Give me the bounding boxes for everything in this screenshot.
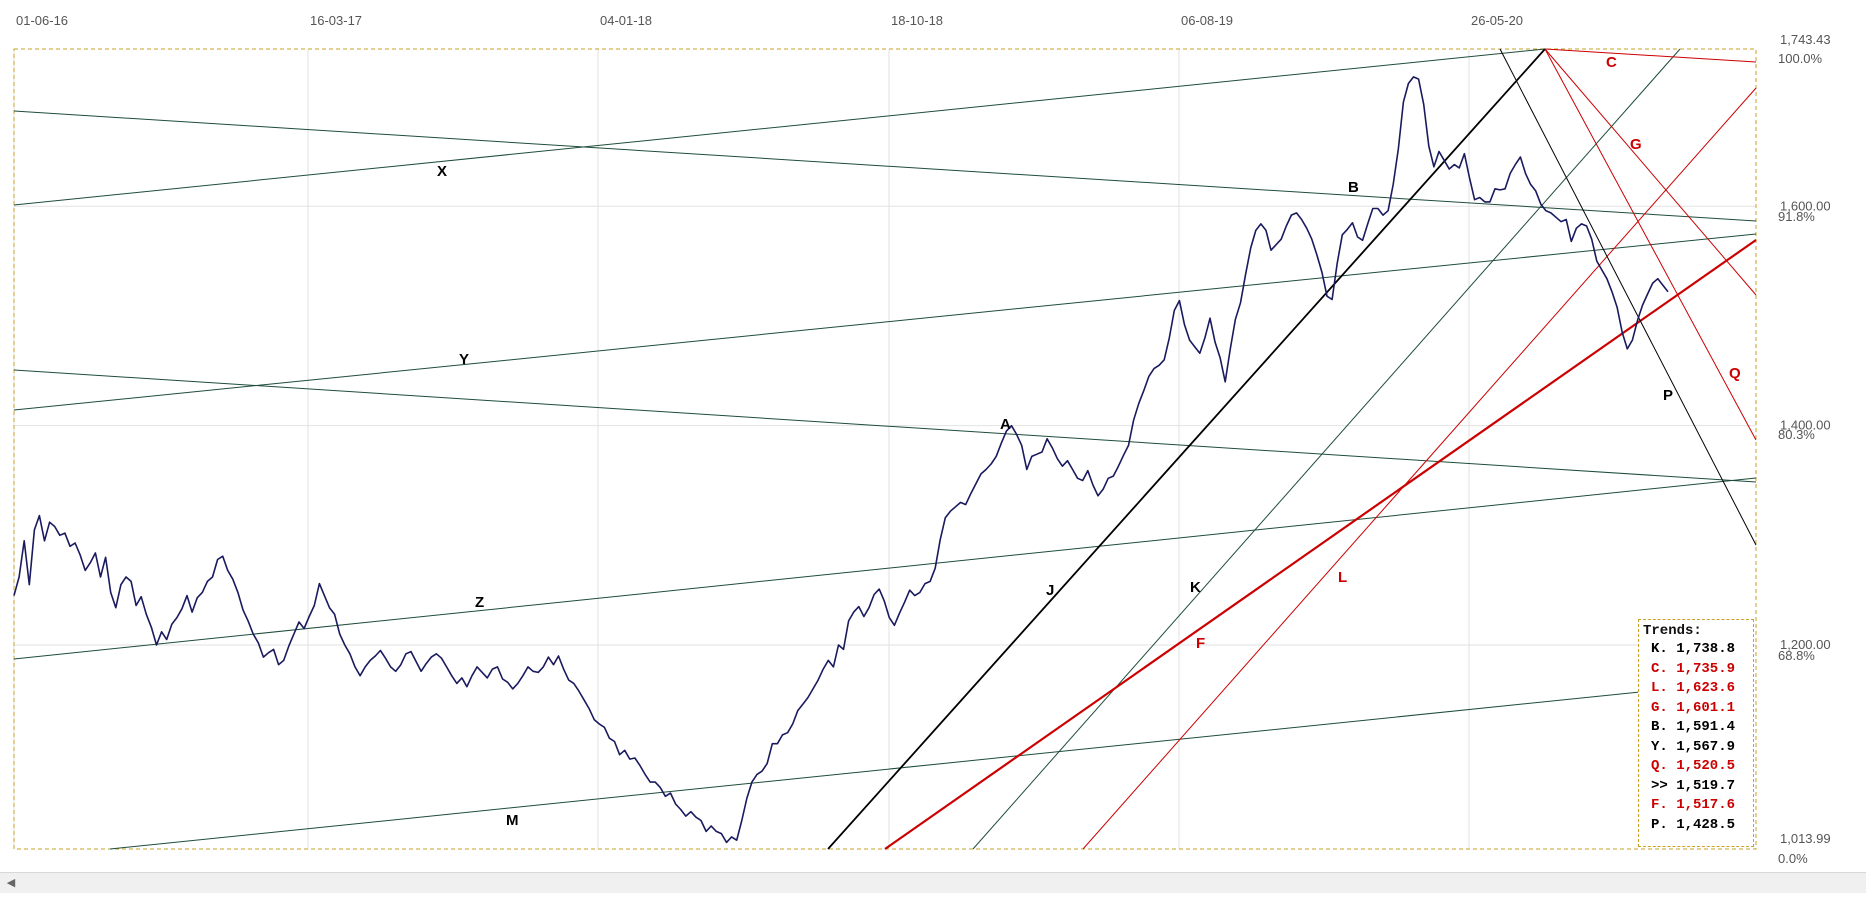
legend-item: B. 1,591.4 (1651, 719, 1736, 735)
trend-label-z: Z (475, 594, 484, 611)
trend-label-c: C (1606, 54, 1617, 71)
trend-line-q (1544, 48, 1757, 441)
trend-label-a: A (1000, 416, 1011, 433)
plot-frame (13, 48, 1757, 850)
trend-line-z (13, 477, 1757, 660)
x-tick-label: 26-05-20 (1471, 13, 1523, 28)
legend-item: >> 1,519.7 (1651, 777, 1736, 794)
trend-line-l (1082, 87, 1757, 850)
horizontal-scrollbar[interactable]: ◀ (0, 872, 1866, 893)
trend-line-g (1544, 48, 1757, 296)
arrow-left-icon[interactable]: ◀ (6, 876, 16, 889)
legend-item: Q. 1,520.5 (1651, 758, 1736, 774)
legend-title: Trends: (1643, 623, 1702, 639)
legend-item: C. 1,735.9 (1651, 660, 1736, 677)
trend-label-k: K (1190, 579, 1201, 596)
x-tick-label: 18-10-18 (891, 13, 943, 28)
trend-label-x: X (437, 163, 447, 180)
x-tick-label: 06-08-19 (1181, 13, 1233, 28)
trend-label-m: M (506, 812, 519, 829)
pct-label: 100.0% (1778, 51, 1823, 66)
pct-label: 91.8% (1778, 209, 1815, 224)
y-tick-label: 1,400.00 (1780, 418, 1831, 433)
trend-line-k (972, 48, 1681, 850)
trend-line-y (13, 233, 1757, 411)
trend-label-y: Y (459, 351, 469, 368)
y-tick-label: 1,200.00 (1780, 637, 1831, 652)
trend-line-j (827, 48, 1546, 850)
pct-label: 80.3% (1778, 427, 1815, 442)
trends-legend: Trends: K. 1,738.8 C. 1,735.9 L. 1,623.6 G.… (1638, 619, 1754, 847)
trend-line-x (13, 48, 1546, 206)
legend-item: F. 1,517.6 (1651, 797, 1736, 813)
trend-line-c (1544, 48, 1757, 63)
legend-item: Y. 1,567.9 (1651, 738, 1736, 755)
trend-label-f: F (1196, 635, 1205, 652)
x-tick-label: 04-01-18 (600, 13, 652, 28)
trend-layer (13, 48, 1757, 850)
pct-label: 68.8% (1778, 648, 1815, 663)
y-min-label: 1,013.99 (1780, 831, 1831, 846)
trend-label-q: Q (1729, 365, 1741, 382)
y-max-label: 1,743.43 (1780, 32, 1831, 47)
x-tick-label: 01-06-16 (16, 13, 68, 28)
trend-label-g: G (1630, 136, 1642, 153)
pct-label: 0.0% (1778, 851, 1808, 866)
label-layer: X B Y A Z M J K F L C G Q P (437, 54, 1741, 829)
price-series-line (13, 76, 1669, 844)
trend-line-b (13, 110, 1757, 222)
x-tick-label: 16-03-17 (310, 13, 362, 28)
legend-item: G. 1,601.1 (1651, 699, 1736, 716)
trend-line-m (109, 691, 1641, 850)
trend-label-b: B (1348, 179, 1359, 196)
grid-layer (13, 49, 1756, 849)
legend-item: P. 1,428.5 (1651, 816, 1736, 833)
trend-label-p: P (1663, 387, 1673, 404)
trend-line-f (884, 239, 1757, 850)
legend-item: K. 1,738.8 (1651, 641, 1736, 657)
legend-item: L. 1,623.6 (1651, 680, 1736, 696)
axis-layer: 01-06-16 16-03-17 04-01-18 18-10-18 06-08-19… (16, 13, 1831, 866)
trend-label-j: J (1046, 582, 1054, 599)
trend-label-l: L (1338, 569, 1347, 586)
trend-line-p (1499, 48, 1757, 546)
trend-line-a (13, 369, 1757, 483)
y-tick-label: 1,600.00 (1780, 198, 1831, 213)
